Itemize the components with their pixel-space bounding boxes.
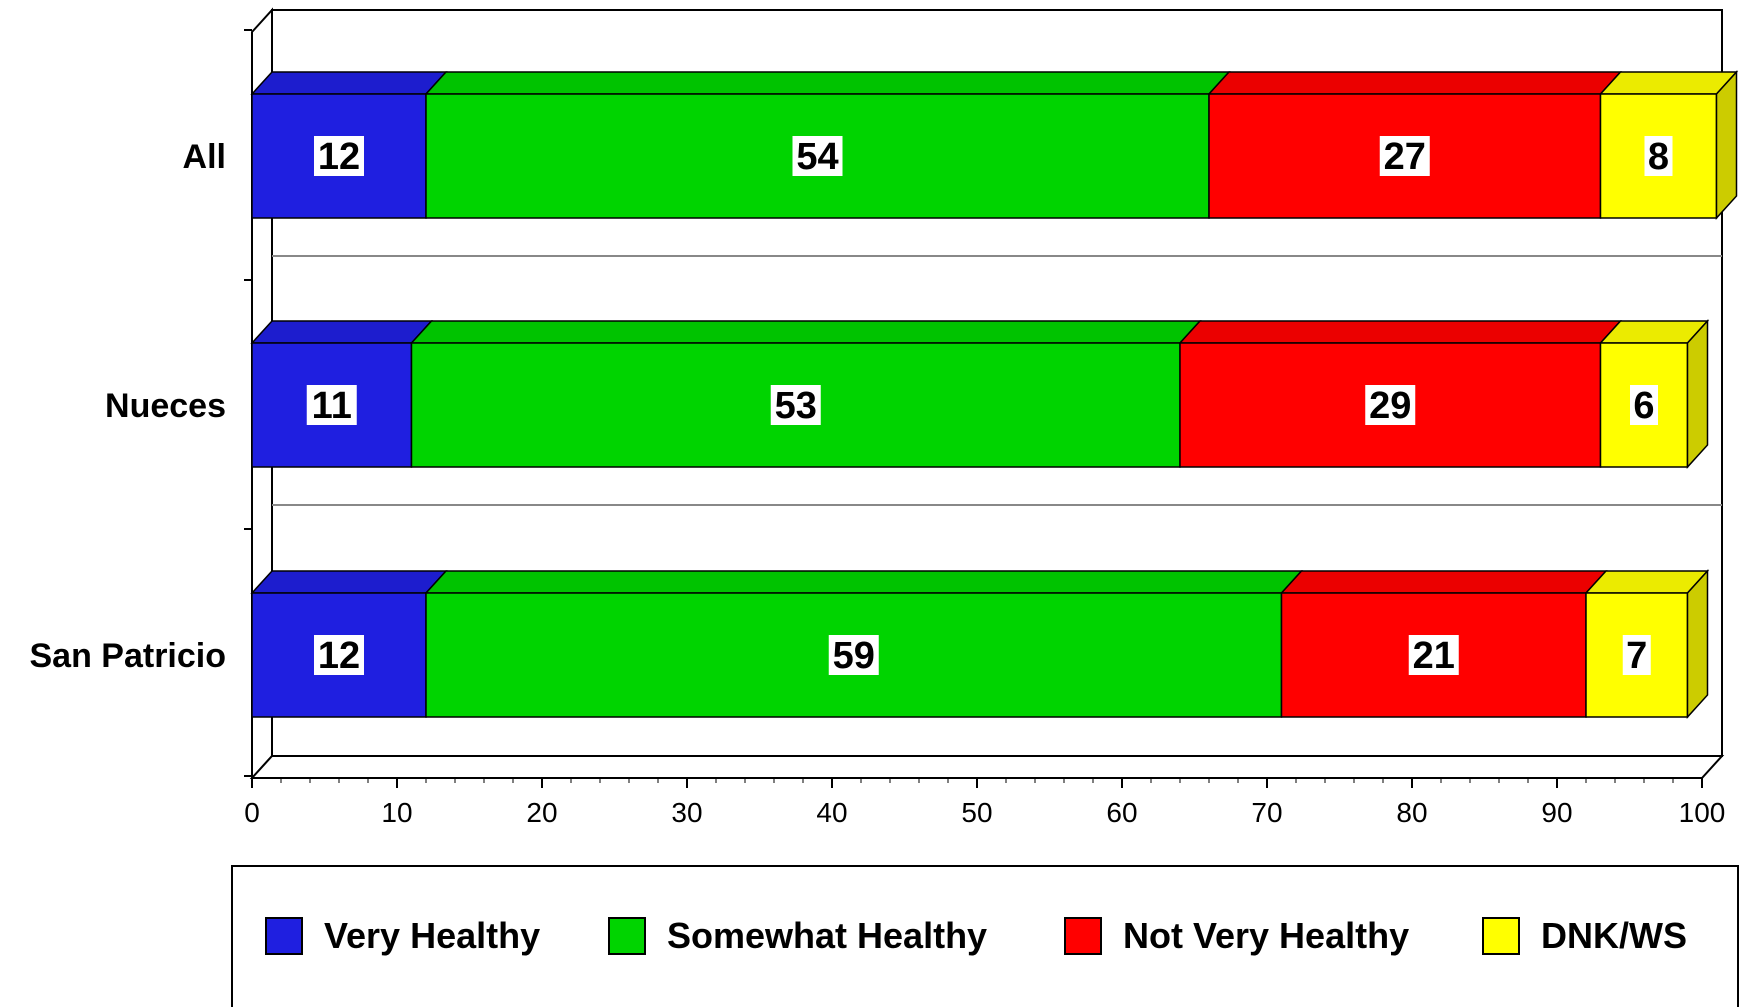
legend-label-1: Somewhat Healthy — [667, 915, 987, 956]
value-label-0-0: 12 — [318, 136, 360, 178]
value-label-2-0: 12 — [318, 635, 360, 677]
x-tick-label-8: 80 — [1396, 797, 1427, 828]
bar-top-1-2 — [1178, 320, 1623, 344]
x-tick-label-5: 50 — [961, 797, 992, 828]
x-tick-label-0: 0 — [244, 797, 260, 828]
value-label-1-3: 6 — [1633, 385, 1654, 427]
x-tick-label-2: 20 — [526, 797, 557, 828]
value-label-bg-1-0 — [306, 385, 357, 425]
value-label-bg-2-3 — [1622, 635, 1651, 675]
x-tick-label-7: 70 — [1251, 797, 1282, 828]
value-label-2-2: 21 — [1413, 635, 1455, 677]
value-label-bg-2-1 — [828, 635, 879, 675]
category-label-0: All — [183, 138, 226, 176]
axes-group: All Nueces San Patricio 0 10 20 30 40 50 60 70 80 90… — [29, 29, 1726, 828]
category-separators — [272, 255, 1722, 506]
category-label-1: Nueces — [105, 387, 226, 425]
value-label-bg-0-0 — [314, 136, 364, 176]
value-label-bg-1-2 — [1365, 385, 1416, 425]
value-label-0-2: 27 — [1384, 136, 1426, 178]
legend: Very Healthy Somewhat Healthy Not Very Hea… — [231, 865, 1739, 1007]
x-tick-label-6: 60 — [1106, 797, 1137, 828]
value-label-bg-0-3 — [1644, 136, 1673, 176]
x-tick-label-9: 90 — [1541, 797, 1572, 828]
value-label-2-3: 7 — [1626, 635, 1647, 677]
bar-top-2-2 — [1279, 570, 1608, 594]
value-label-bg-2-2 — [1408, 635, 1459, 675]
value-label-1-2: 29 — [1369, 385, 1411, 427]
bar-side-1 — [1686, 319, 1709, 469]
bar-top-2-3 — [1584, 570, 1710, 594]
legend-label-3: DNK/WS — [1541, 915, 1687, 956]
value-label-bg-0-2 — [1379, 136, 1430, 176]
value-label-bg-2-0 — [314, 635, 364, 675]
bar-top-0-3 — [1598, 71, 1739, 95]
value-label-0-1: 54 — [796, 136, 838, 178]
value-label-1-1: 53 — [775, 385, 817, 427]
value-label-bg-1-1 — [770, 385, 821, 425]
value-label-2-1: 59 — [833, 635, 875, 677]
value-label-1-0: 11 — [312, 385, 352, 427]
legend-label-0: Very Healthy — [324, 915, 540, 956]
category-label-2: San Patricio — [29, 637, 226, 675]
legend-swatch-1 — [608, 917, 646, 955]
floor — [249, 755, 1725, 779]
bar-top-0-2 — [1207, 71, 1623, 95]
value-label-0-3: 8 — [1648, 136, 1669, 178]
bar-side-2 — [1686, 569, 1709, 719]
legend-swatch-2 — [1064, 917, 1102, 955]
bar-side-0 — [1715, 70, 1738, 220]
x-tick-label-10: 100 — [1679, 797, 1726, 828]
bars-group: 12 54 27 8 11 53 29 6 12 59 21 7 — [250, 70, 1739, 719]
x-tick-label-1: 10 — [381, 797, 412, 828]
value-label-bg-0-1 — [792, 136, 843, 176]
bar-top-2-1 — [424, 570, 1304, 594]
legend-swatch-0 — [265, 917, 303, 955]
legend-label-2: Not Very Healthy — [1123, 915, 1409, 956]
bar-top-1-1 — [409, 320, 1202, 344]
x-tick-label-4: 40 — [816, 797, 847, 828]
bar-top-0-0 — [250, 71, 448, 95]
x-tick-label-3: 30 — [671, 797, 702, 828]
legend-swatch-3 — [1482, 917, 1520, 955]
value-label-bg-1-3 — [1630, 385, 1658, 425]
bar-top-0-1 — [424, 71, 1231, 95]
bar-top-1-0 — [250, 320, 434, 344]
bar-top-2-0 — [250, 570, 448, 594]
